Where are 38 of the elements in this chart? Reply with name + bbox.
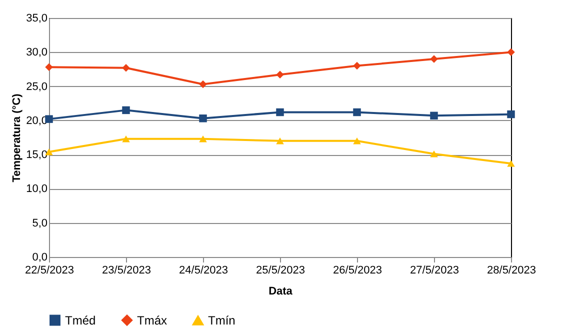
point [45, 63, 53, 72]
legend-label: Tméd [65, 313, 96, 328]
x-tick-label: 22/5/2023 [25, 264, 74, 276]
point [507, 160, 515, 167]
point [430, 112, 438, 120]
point [199, 136, 207, 142]
y-axis-title: Temperatura (°C) [11, 93, 24, 182]
y-tick-label: 15,0 [26, 149, 48, 162]
point [276, 70, 284, 79]
x-tick-label: 25/5/2023 [256, 264, 305, 276]
point [199, 114, 207, 122]
y-tick-label: 0,0 [32, 252, 48, 264]
point [430, 55, 438, 63]
y-tick-label: 35,0 [26, 12, 48, 24]
point [507, 48, 515, 56]
x-tick-label: 26/5/2023 [333, 264, 382, 276]
point [353, 138, 361, 144]
point [122, 64, 130, 72]
point [122, 136, 130, 142]
y-tick-label: 25,0 [26, 80, 48, 93]
point [353, 62, 361, 70]
point [507, 110, 515, 118]
x-tick-label: 28/5/2023 [487, 264, 536, 276]
y-tick-label: 10,0 [26, 183, 48, 196]
x-tick-label: 23/5/2023 [102, 264, 151, 276]
y-tick-label: 30,0 [26, 46, 48, 59]
legend-label: Tmín [208, 314, 236, 328]
point [276, 138, 284, 144]
x-tick-label: 27/5/2023 [410, 264, 459, 276]
y-tick-label: 5,0 [32, 217, 48, 230]
point [276, 108, 284, 116]
point [430, 150, 438, 158]
x-tick-label: 24/5/2023 [179, 264, 228, 276]
x-axis-title: Data [268, 286, 294, 298]
point [199, 80, 207, 88]
point [122, 106, 130, 114]
point [353, 108, 361, 116]
legend-label: Tmáx [137, 313, 167, 328]
